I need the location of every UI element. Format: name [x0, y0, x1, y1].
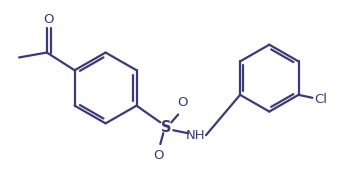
Text: S: S: [161, 120, 171, 135]
Text: O: O: [177, 96, 188, 109]
Text: O: O: [153, 149, 163, 162]
Text: NH: NH: [186, 129, 206, 142]
Text: O: O: [44, 13, 54, 26]
Text: Cl: Cl: [314, 93, 327, 106]
